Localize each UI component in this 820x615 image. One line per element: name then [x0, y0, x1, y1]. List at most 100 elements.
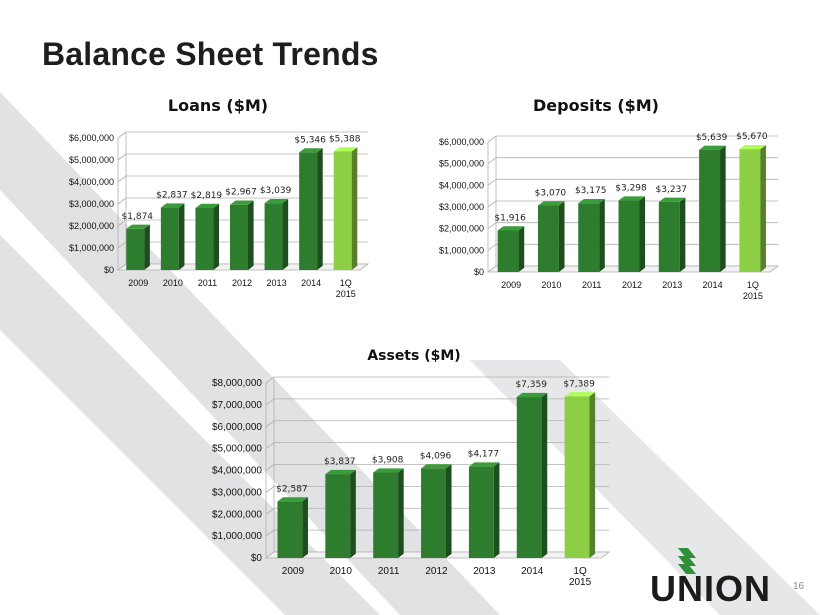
- y-tick-label: $8,000,000: [212, 378, 262, 389]
- gridline-connector: [487, 157, 497, 164]
- bar-front: [578, 203, 600, 272]
- bar: [325, 469, 356, 558]
- data-label: $4,096: [420, 451, 452, 461]
- bar-side: [302, 497, 308, 558]
- bar: [516, 392, 548, 558]
- x-tick-label: 2009: [128, 278, 148, 288]
- bar-front: [373, 472, 399, 558]
- x-tick-label: 2012: [425, 566, 448, 577]
- bar-side: [599, 199, 605, 272]
- bar-top: [739, 144, 766, 150]
- gridline-connector: [117, 131, 127, 139]
- x-tick-label: 2009: [282, 566, 305, 577]
- x-tick-label: 1Q: [340, 278, 352, 288]
- bar-top: [126, 224, 150, 229]
- y-tick-label: $3,000,000: [69, 199, 114, 209]
- data-label: $5,388: [329, 134, 361, 144]
- bar: [299, 148, 323, 270]
- bar-front: [516, 397, 542, 558]
- y-tick-label: $0: [104, 265, 114, 275]
- x-tick-label: 2015: [743, 291, 763, 301]
- union-logo: UNION: [650, 546, 790, 609]
- bar-top: [537, 201, 565, 206]
- bar: [618, 196, 646, 272]
- bar-front: [126, 228, 145, 270]
- page-number: 16: [793, 581, 805, 592]
- bar-front: [739, 149, 761, 272]
- data-label: $2,819: [191, 191, 223, 201]
- gridline-connector: [265, 376, 275, 384]
- x-tick-label: 2010: [330, 566, 353, 577]
- bar: [537, 201, 565, 272]
- gridline-connector: [265, 486, 275, 493]
- bar: [578, 199, 605, 272]
- bar-side: [558, 201, 565, 272]
- data-label: $3,039: [260, 186, 292, 196]
- bar-side: [351, 147, 358, 270]
- data-label: $3,237: [656, 185, 688, 195]
- data-label: $7,389: [563, 379, 595, 389]
- bar: [195, 203, 220, 270]
- logo-mark-icon: [678, 548, 696, 574]
- data-label: $5,346: [294, 135, 326, 145]
- data-label: $1,916: [494, 213, 526, 223]
- bar: [264, 198, 289, 270]
- x-tick-label: 2010: [163, 278, 183, 288]
- bar-top: [468, 462, 500, 467]
- bar-side: [493, 462, 500, 558]
- gridline-connector: [487, 179, 497, 186]
- bar: [421, 464, 452, 558]
- gridline-connector: [487, 135, 497, 143]
- bar-side: [317, 148, 323, 270]
- bar-side: [445, 464, 452, 558]
- y-tick-label: $5,000,000: [212, 444, 262, 455]
- x-tick-label: 2014: [301, 278, 321, 288]
- bar: [160, 203, 185, 270]
- gridline-connector: [487, 200, 497, 208]
- gridline-connector: [487, 244, 497, 251]
- x-tick-label: 1Q: [747, 280, 759, 290]
- y-tick-label: $3,000,000: [439, 202, 484, 212]
- x-tick-label: 2015: [336, 289, 356, 299]
- bar: [373, 468, 404, 558]
- bar: [497, 226, 525, 272]
- bar: [230, 200, 254, 270]
- data-label: $5,639: [696, 133, 728, 143]
- page-title: Balance Sheet Trends: [42, 36, 379, 72]
- gridline-connector: [265, 529, 275, 537]
- data-label: $7,359: [515, 380, 547, 390]
- deposits-chart-title: Deposits ($M): [532, 96, 659, 115]
- bar-front: [325, 474, 351, 558]
- bar-top: [264, 198, 289, 204]
- y-tick-label: $7,000,000: [212, 400, 262, 411]
- bar-front: [195, 207, 214, 270]
- bar-front: [468, 466, 494, 558]
- x-tick-label: 2015: [569, 577, 592, 588]
- assets-chart-title: Assets ($M): [367, 348, 461, 364]
- data-label: $3,298: [615, 184, 647, 194]
- x-tick-label: 2010: [541, 280, 561, 290]
- bar-side: [541, 392, 548, 558]
- y-tick-label: $4,000,000: [439, 180, 484, 190]
- x-tick-label: 2011: [582, 280, 601, 290]
- bar-top: [421, 464, 452, 469]
- gridline-connector: [117, 219, 127, 227]
- data-label: $3,908: [372, 456, 404, 466]
- y-tick-label: $5,000,000: [439, 159, 484, 169]
- bar: [658, 197, 686, 272]
- gridline-connector: [117, 241, 127, 249]
- gridline-connector: [487, 222, 497, 229]
- gridline-connector: [265, 507, 275, 515]
- y-tick-label: $0: [474, 267, 484, 277]
- bar-top: [333, 147, 358, 152]
- data-label: $5,670: [736, 132, 768, 142]
- bar-side: [679, 197, 686, 272]
- bar: [699, 145, 726, 272]
- x-tick-label: 2009: [501, 280, 521, 290]
- x-tick-label: 2013: [267, 278, 287, 288]
- bar-side: [350, 469, 356, 558]
- x-tick-label: 2012: [232, 278, 252, 288]
- y-tick-label: $1,000,000: [69, 243, 114, 253]
- bar-front: [264, 203, 283, 270]
